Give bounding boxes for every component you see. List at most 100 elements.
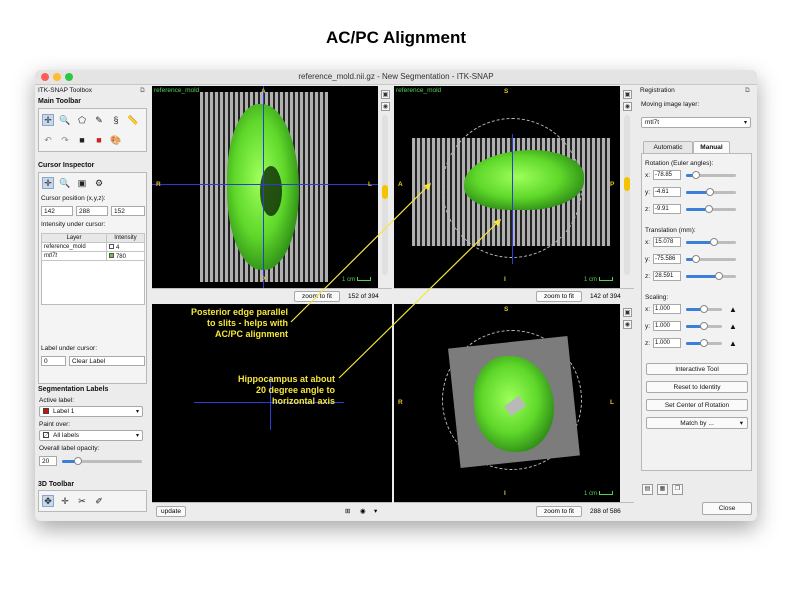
scrollbar-thumb[interactable]	[382, 185, 388, 199]
scaling-slider[interactable]	[686, 322, 722, 330]
cursor-tool-icon[interactable]: ✛	[42, 177, 54, 189]
table-row[interactable]: reference_mold 4	[41, 242, 146, 252]
inspector-zoom-icon[interactable]: 🔍	[59, 177, 71, 188]
layout-icon[interactable]: ▣	[77, 177, 87, 188]
copy-icon[interactable]: ❐	[672, 484, 683, 495]
opacity-label: Overall label opacity:	[39, 445, 100, 452]
close-button[interactable]: Close	[702, 502, 752, 515]
scaling-value-field[interactable]: 1.000	[653, 304, 681, 314]
interactive-tool-button[interactable]: Interactive Tool	[646, 363, 748, 375]
translation-value-field[interactable]: -75.586	[653, 254, 681, 264]
polygon-tool-icon[interactable]: ⬠	[78, 114, 86, 125]
chevron-down-icon[interactable]: ▾	[374, 508, 378, 515]
scaling-value-field[interactable]: 1.000	[653, 321, 681, 331]
viewport-layout-icon[interactable]: ▣	[623, 308, 632, 317]
zoom-to-fit-button[interactable]: zoom to fit	[536, 506, 582, 517]
undo-icon[interactable]: ↶	[44, 134, 52, 145]
translation-slider[interactable]	[686, 272, 736, 280]
redo-icon[interactable]: ↷	[61, 134, 69, 145]
slider-knob[interactable]	[692, 171, 700, 179]
rotation-value-field[interactable]: -78.85	[653, 170, 681, 180]
active-label-select[interactable]: Label 1 ▾	[39, 406, 143, 417]
match-by-button[interactable]: Match by ... ▾	[646, 417, 748, 429]
translation-label: Translation (mm):	[645, 227, 696, 234]
snake-tool-icon[interactable]: §	[113, 115, 119, 125]
label-id-field[interactable]: 0	[41, 356, 66, 366]
3d-rotate-icon[interactable]: ✥	[42, 495, 54, 507]
tab-manual[interactable]: Manual	[693, 141, 730, 153]
rotation-slider[interactable]	[686, 205, 736, 213]
paint-over-select[interactable]: All labels ▾	[39, 430, 143, 441]
viewport-camera-icon[interactable]: ◉	[623, 320, 632, 329]
scaling-slider[interactable]	[686, 305, 722, 313]
flip-axis-icon[interactable]: ▲	[729, 305, 737, 314]
viewport-layout-icon[interactable]: ▣	[381, 90, 390, 99]
3d-layout-icon[interactable]: ⊞	[345, 508, 351, 515]
slider-knob[interactable]	[74, 457, 82, 465]
slider-knob[interactable]	[714, 272, 723, 280]
moving-layer-select[interactable]: mtl7t ▾	[641, 117, 751, 128]
viewport-axial[interactable]: reference_mold A R L P 1 cm	[152, 86, 378, 288]
color-palette-icon[interactable]: 🎨	[110, 134, 122, 145]
tab-automatic[interactable]: Automatic	[643, 141, 693, 153]
translation-value-field[interactable]: 28.591	[653, 271, 681, 281]
zoom-to-fit-button[interactable]: zoom to fit	[536, 291, 582, 302]
zoom-to-fit-button[interactable]: zoom to fit	[294, 291, 340, 302]
undock-icon[interactable]: ⧉	[745, 87, 750, 94]
flip-axis-icon[interactable]: ▲	[729, 322, 737, 331]
slice-scrollbar[interactable]	[624, 115, 630, 275]
rotation-value-field[interactable]: -9.91	[653, 204, 681, 214]
translation-value-field[interactable]: 15.078	[653, 237, 681, 247]
close-window-button[interactable]	[41, 73, 49, 81]
3d-camera-icon[interactable]: ◉	[360, 508, 366, 515]
flip-axis-icon[interactable]: ▲	[729, 339, 737, 348]
viewport-camera-icon[interactable]: ◉	[381, 102, 390, 111]
slider-knob[interactable]	[705, 188, 714, 196]
translation-slider[interactable]	[686, 238, 736, 246]
set-center-button[interactable]: Set Center of Rotation	[646, 399, 748, 411]
update-button[interactable]: update	[156, 506, 186, 517]
slider-knob[interactable]	[700, 339, 708, 347]
undock-icon[interactable]: ⧉	[140, 87, 145, 94]
viewport-layout-icon[interactable]: ▣	[623, 90, 632, 99]
cursor-y-field[interactable]: 288	[76, 206, 108, 216]
reset-identity-button[interactable]: Reset to Identity	[646, 381, 748, 393]
zoom-tool-icon[interactable]: 🔍	[59, 114, 71, 125]
scrollbar-thumb[interactable]	[624, 177, 630, 191]
opacity-slider[interactable]	[62, 457, 142, 465]
ruler-tool-icon[interactable]: 📏	[127, 114, 139, 125]
cursor-x-field[interactable]: 142	[41, 206, 73, 216]
slider-knob[interactable]	[700, 305, 708, 313]
slider-knob[interactable]	[704, 205, 713, 213]
sync-icon[interactable]: ⚙	[94, 177, 104, 188]
paintbrush-tool-icon[interactable]: ✎	[95, 114, 103, 125]
viewport-camera-icon[interactable]: ◉	[623, 102, 632, 111]
save-icon[interactable]: ▦	[657, 484, 668, 495]
layer-cube-icon[interactable]: ■	[79, 135, 85, 145]
slider-knob[interactable]	[692, 255, 700, 263]
translation-slider[interactable]	[686, 255, 736, 263]
table-row[interactable]: mtl7t 780	[41, 251, 146, 261]
open-file-icon[interactable]: ▤	[642, 484, 653, 495]
slider-knob[interactable]	[700, 322, 708, 330]
3d-scalpel-icon[interactable]: ✂	[78, 495, 86, 506]
label-layer-icon[interactable]: ■	[96, 135, 102, 145]
slider-knob[interactable]	[709, 238, 718, 246]
rotation-slider[interactable]	[686, 188, 736, 196]
slice-scrollbar[interactable]	[382, 115, 388, 275]
scaling-slider[interactable]	[686, 339, 722, 347]
zoom-window-button[interactable]	[65, 73, 73, 81]
3d-crosshair-icon[interactable]: ✛	[61, 495, 69, 506]
label-name-field[interactable]: Clear Label	[69, 356, 145, 366]
cursor-z-field[interactable]: 152	[111, 206, 145, 216]
3d-spray-icon[interactable]: ✐	[95, 495, 103, 506]
rotation-slider[interactable]	[686, 171, 736, 179]
viewport-sagittal[interactable]: reference_mold S A P I 1 cm	[394, 86, 620, 288]
axis-label-bottom: I	[504, 276, 506, 283]
crosshair-tool-icon[interactable]: ✛	[42, 114, 54, 126]
minimize-window-button[interactable]	[53, 73, 61, 81]
scaling-value-field[interactable]: 1.000	[653, 338, 681, 348]
opacity-field[interactable]: 20	[39, 456, 57, 466]
rotation-value-field[interactable]: -4.61	[653, 187, 681, 197]
viewport-coronal[interactable]: S R L I 1 cm	[394, 304, 620, 502]
